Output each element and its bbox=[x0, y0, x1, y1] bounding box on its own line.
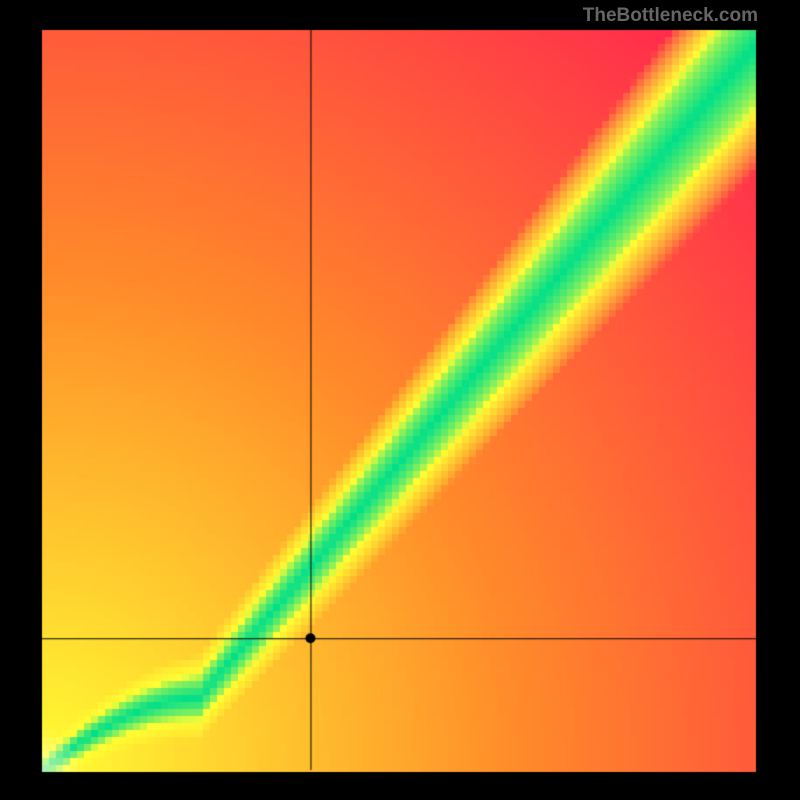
bottleneck-heatmap bbox=[0, 0, 800, 800]
chart-container: TheBottleneck.com bbox=[0, 0, 800, 800]
watermark-text: TheBottleneck.com bbox=[583, 5, 758, 27]
